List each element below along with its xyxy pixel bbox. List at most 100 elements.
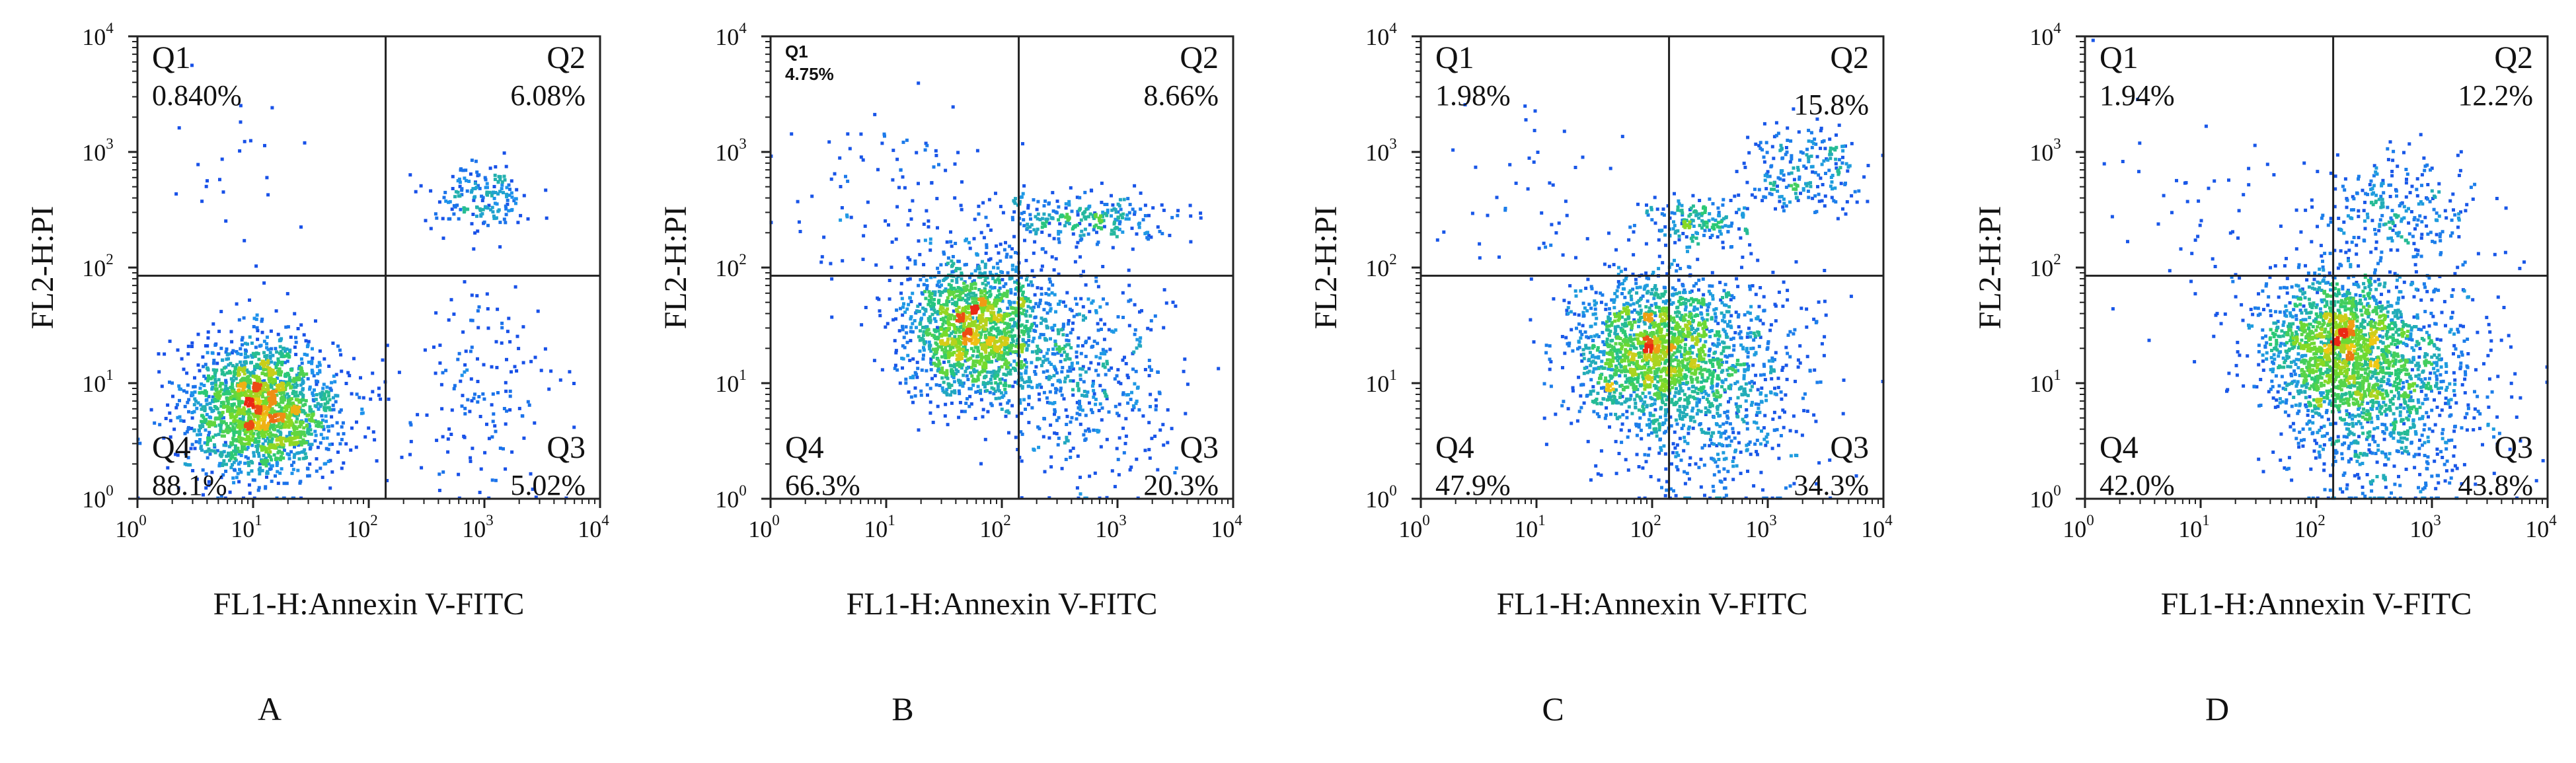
event-dot: [1071, 367, 1075, 371]
event-dot: [221, 410, 225, 414]
event-dot: [186, 463, 190, 467]
event-dot: [301, 373, 305, 377]
event-dot: [305, 431, 309, 435]
event-dot: [268, 366, 271, 370]
event-dot: [1060, 213, 1064, 217]
event-dot: [262, 454, 266, 458]
event-dot: [940, 345, 943, 349]
event-dot: [444, 200, 448, 203]
event-dot: [944, 354, 948, 358]
event-dot: [973, 297, 977, 301]
event-dot: [917, 182, 920, 186]
event-dot: [247, 387, 251, 390]
event-dot: [938, 371, 942, 374]
event-dot: [459, 167, 463, 171]
event-dot: [959, 316, 963, 320]
event-dot: [1100, 219, 1104, 223]
event-dot: [1067, 222, 1071, 226]
event-dot: [253, 375, 257, 379]
event-dot: [260, 330, 264, 334]
event-dot: [909, 326, 913, 330]
event-dot: [311, 398, 315, 402]
event-dot: [371, 430, 375, 434]
event-dot: [307, 443, 311, 447]
event-dot: [1035, 385, 1039, 389]
event-dot: [988, 289, 992, 293]
event-dot: [485, 190, 489, 194]
event-dot: [245, 423, 249, 427]
event-dot: [291, 389, 295, 393]
event-dot: [1079, 373, 1082, 377]
event-dot: [238, 401, 242, 405]
event-dot: [1008, 384, 1011, 388]
event-dot: [469, 172, 473, 176]
event-dot: [264, 450, 268, 454]
event-dot: [219, 494, 223, 498]
event-dot: [935, 357, 939, 360]
event-dot: [266, 193, 270, 197]
event-dot: [1027, 384, 1031, 388]
event-dot: [979, 318, 983, 322]
event-dot: [993, 314, 997, 318]
event-dot: [1114, 210, 1118, 214]
event-dot: [274, 410, 278, 414]
event-dot: [1130, 227, 1134, 231]
event-dot: [305, 466, 309, 470]
event-dot: [917, 428, 921, 432]
event-dot: [893, 367, 897, 371]
event-dot: [1054, 257, 1058, 261]
event-dot: [953, 389, 957, 393]
event-dot: [1090, 384, 1094, 388]
event-dot: [962, 381, 966, 385]
event-dot: [1065, 343, 1069, 347]
event-dot: [987, 198, 991, 201]
event-dot: [291, 425, 295, 429]
event-dot: [999, 381, 1003, 385]
event-dot: [266, 432, 270, 436]
event-dot: [243, 372, 246, 376]
event-dot: [1071, 447, 1075, 451]
event-dot: [203, 407, 207, 411]
event-dot: [208, 402, 212, 406]
event-dot: [240, 447, 244, 451]
event-dot: [940, 283, 943, 287]
event-dot: [919, 277, 923, 281]
event-dot: [992, 387, 996, 391]
event-dot: [1019, 372, 1023, 376]
event-dot: [355, 420, 358, 424]
event-dot: [248, 335, 252, 339]
event-dot: [1032, 251, 1036, 255]
event-dot: [218, 384, 222, 388]
event-dot: [1048, 303, 1052, 307]
event-dots: [136, 63, 576, 500]
event-dot: [934, 341, 938, 345]
event-dot: [258, 462, 262, 466]
event-dot: [1033, 316, 1037, 320]
event-dot: [969, 295, 973, 299]
event-dot: [989, 402, 993, 406]
event-dot: [199, 403, 203, 407]
event-dot: [510, 191, 513, 195]
event-dot: [1125, 373, 1129, 377]
event-dot: [981, 201, 985, 205]
event-dot: [965, 374, 969, 378]
event-dot: [999, 318, 1003, 322]
event-dot: [1110, 469, 1114, 473]
event-dot: [256, 351, 260, 355]
event-dot: [1186, 382, 1190, 386]
event-dot: [270, 458, 274, 462]
event-dot: [992, 336, 996, 340]
event-dot: [1115, 218, 1119, 222]
event-dot: [918, 252, 922, 256]
event-dot: [945, 321, 948, 325]
event-dot: [956, 260, 960, 264]
event-dot: [218, 414, 222, 418]
event-dot: [204, 377, 208, 381]
event-dot: [1014, 435, 1018, 439]
event-dot: [219, 404, 223, 408]
event-dot: [239, 120, 243, 124]
event-dot: [1048, 401, 1052, 405]
event-dot: [1677, 278, 1681, 282]
event-dot: [235, 438, 239, 441]
event-dot: [973, 338, 977, 342]
